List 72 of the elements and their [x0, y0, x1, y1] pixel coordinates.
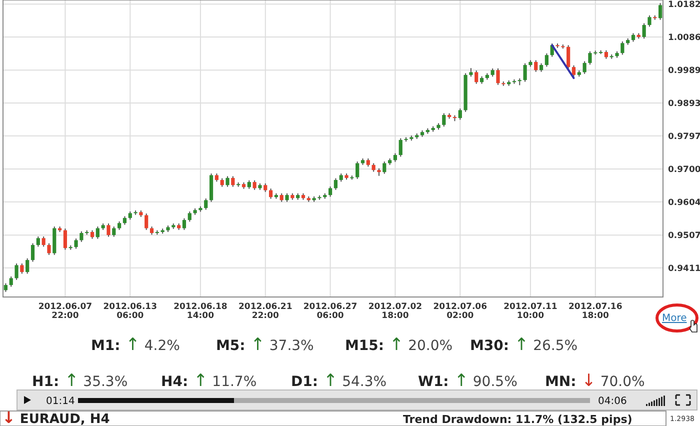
candlestick — [334, 178, 338, 190]
candlestick — [268, 188, 273, 200]
candlestick — [442, 112, 446, 128]
x-tick-label: 2012.06.13 06:00 — [103, 302, 158, 321]
candlestick — [9, 276, 13, 288]
text: 04:06 — [598, 396, 627, 407]
y-tick-label: 0.9507 — [668, 231, 700, 242]
candlestick — [544, 52, 548, 68]
y-tick-label: 1.0182 — [668, 0, 700, 10]
candlestick — [328, 186, 332, 198]
candlestick — [620, 40, 624, 56]
candlestick — [658, 2, 662, 20]
x-tick-label: 2012.06.27 06:00 — [303, 302, 358, 321]
line-series — [551, 44, 575, 80]
y-tick-label: 0.9797 — [668, 132, 700, 142]
text: D1: ↑ 54.3% — [291, 371, 387, 391]
text: H4: ↑ 11.7% — [161, 371, 257, 391]
candlestick — [642, 22, 646, 40]
candlestick — [42, 236, 46, 248]
candlestick — [458, 108, 462, 120]
text: 01:14 — [46, 396, 75, 407]
candlestick — [648, 14, 652, 28]
text: Trend Drawdown: 11.7% (132.5 pips) — [403, 413, 632, 426]
text: H1: ↑ 35.3% — [32, 371, 128, 391]
candlestick — [36, 236, 40, 248]
candlestick — [356, 161, 360, 180]
y-tick-label: 0.9411 — [668, 264, 700, 274]
text: W1: ↑ 90.5% — [418, 371, 518, 391]
candlestick — [382, 161, 386, 174]
candlestick — [96, 226, 100, 240]
candlestick — [523, 62, 527, 82]
x-tick-label: 2012.07.11 10:00 — [504, 302, 558, 321]
x-tick-label: 2012.06.07 22:00 — [38, 302, 92, 321]
candlestick — [572, 64, 576, 78]
x-tick-label: 2012.07.16 18:00 — [568, 302, 622, 321]
x-tick-label: 2012.07.02 18:00 — [368, 302, 422, 321]
candlestick — [398, 138, 402, 158]
candlestick — [30, 242, 35, 262]
candlestick — [231, 176, 235, 188]
candlestick — [534, 60, 538, 72]
candlestick — [63, 228, 68, 250]
x-tick-label: 2012.06.18 14:00 — [174, 302, 228, 321]
text: M1: ↑ 4.2% — [91, 335, 180, 355]
text: M5: ↑ 37.3% — [216, 335, 314, 355]
y-tick-label: 0.9893 — [668, 98, 700, 109]
candlestick — [74, 238, 78, 250]
y-tick-label: 0.9989 — [668, 66, 700, 76]
y-tick-label: 1.0086 — [668, 32, 700, 43]
candlestick — [106, 222, 110, 238]
text: More — [662, 313, 687, 324]
candlestick — [226, 176, 230, 188]
x-tick-label: 2012.07.06 02:00 — [433, 302, 488, 321]
x-tick-label: 2012.06.21 22:00 — [238, 302, 292, 321]
candlestick — [112, 226, 116, 238]
candlestick — [80, 230, 84, 242]
candlestick — [20, 262, 24, 274]
candlestick — [582, 60, 586, 74]
candlestick — [474, 70, 478, 84]
candlestick — [26, 258, 30, 274]
text: MN: ↓ 70.0% — [545, 371, 645, 391]
candlestick — [14, 262, 18, 280]
candlestick — [47, 242, 51, 256]
candlestick — [252, 180, 256, 190]
candlestick — [204, 198, 208, 210]
text: M15: ↑ 20.0% — [345, 335, 453, 355]
candlestick — [144, 213, 148, 230]
candlestick — [566, 44, 570, 70]
candlestick — [182, 218, 186, 230]
candlestick — [188, 210, 192, 222]
text: M30: ↑ 26.5% — [470, 335, 578, 355]
candlestick — [496, 68, 500, 86]
text: ↓ EURAUD, H4 — [2, 408, 110, 426]
